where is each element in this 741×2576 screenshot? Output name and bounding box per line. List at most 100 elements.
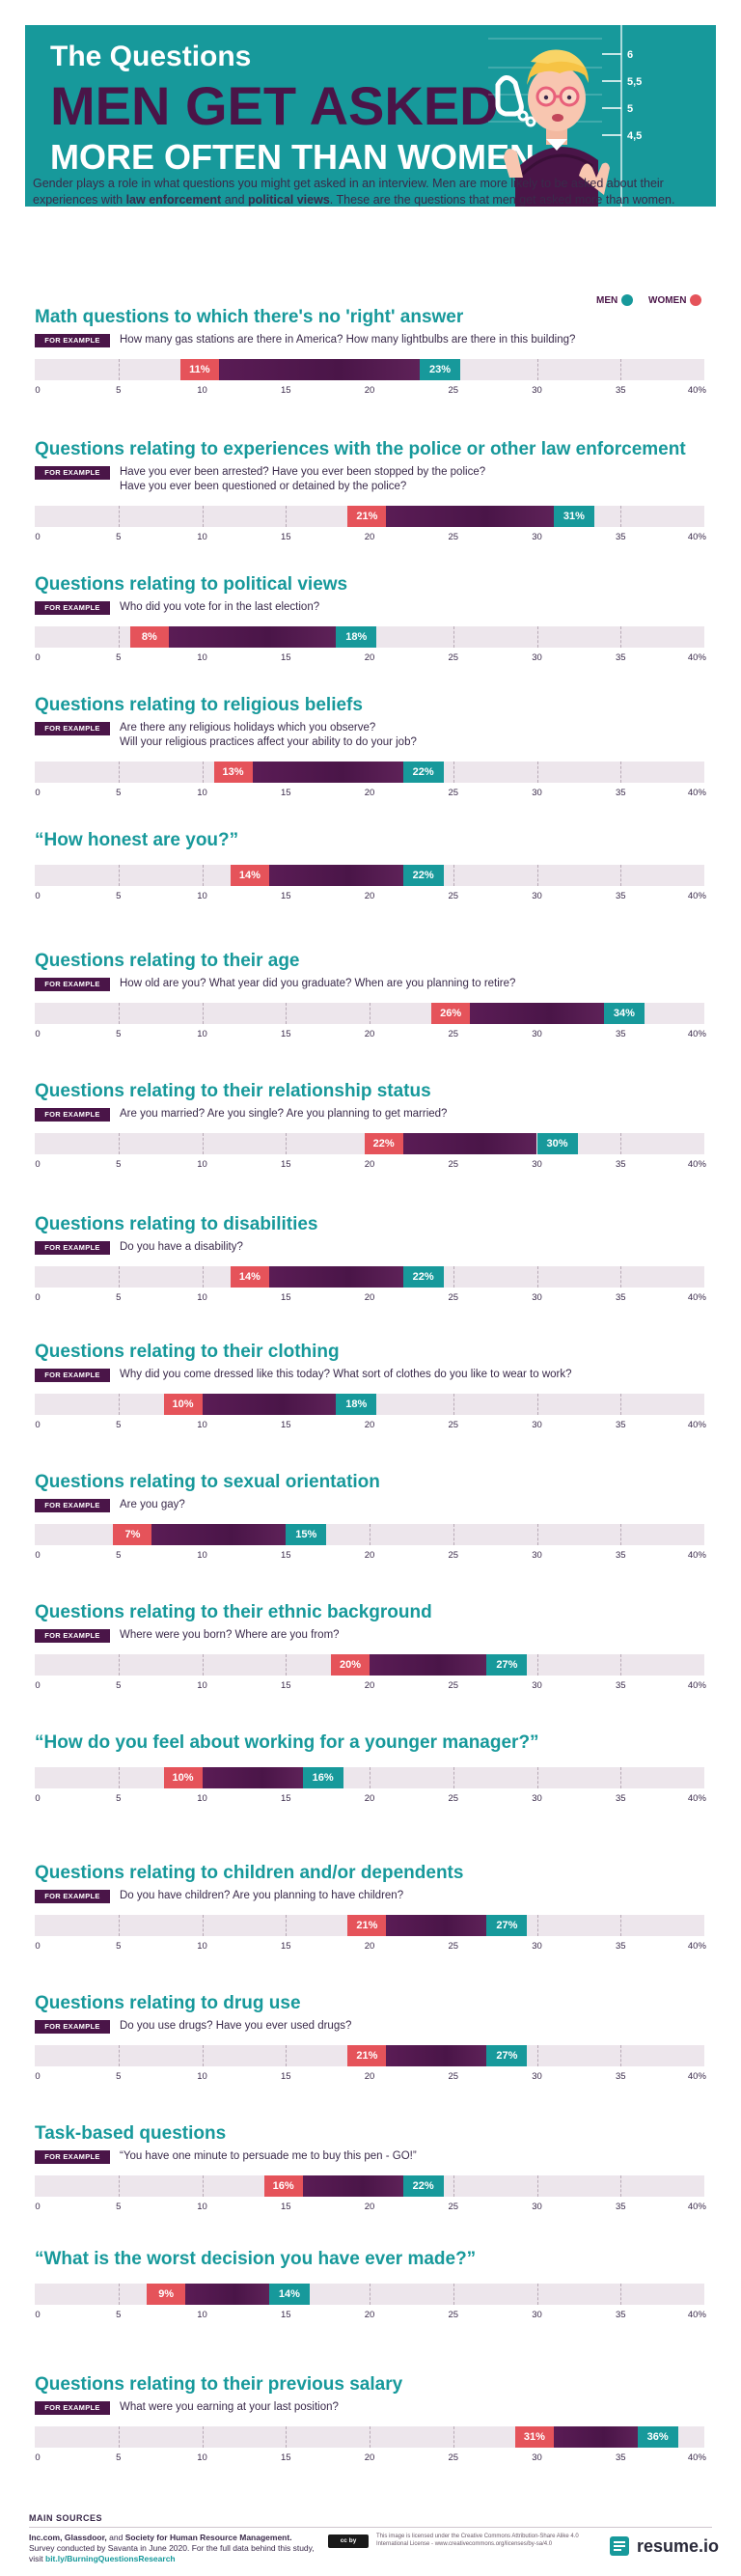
brand[interactable]: resume.io [608, 2534, 719, 2558]
gridline [118, 865, 120, 886]
example-question-text: Are you married? Are you single? Are you… [120, 1108, 448, 1120]
gridline [286, 1133, 288, 1154]
research-link[interactable]: bit.ly/BurningQuestionsResearch [45, 2554, 176, 2563]
gender-gap-range-bar [302, 2175, 403, 2197]
axis-tick-label: 10 [197, 1550, 207, 1561]
gender-gap-range-bar [268, 865, 403, 886]
question-title: Questions relating to sexual orientation [35, 1472, 380, 1492]
axis-tick-label: 5 [116, 2310, 122, 2320]
for-example-badge: FOR EXAMPLE [35, 334, 110, 347]
axis-tick-label: 40% [687, 788, 706, 798]
gridline [286, 1654, 288, 1676]
example-question-text: Will your religious practices affect you… [120, 736, 417, 748]
example-question-text: Have you ever been arrested? Have you ev… [120, 466, 486, 478]
gridline [620, 1524, 622, 1545]
axis-tick-label: 30 [532, 2071, 542, 2082]
gridline [620, 626, 622, 648]
gridline [118, 1394, 120, 1415]
axis-tick-label: 10 [197, 1292, 207, 1303]
example-question-text: Do you use drugs? Have you ever used dru… [120, 2020, 352, 2032]
gridline [118, 1654, 120, 1676]
gridline [453, 1266, 454, 1288]
axis-tick-label: 20 [364, 1292, 375, 1303]
axis-tick-label: 0 [35, 1550, 41, 1561]
question-section: “How honest are you?” 14% 22% 0 5 10 15 20 25 30 3… [35, 830, 710, 936]
for-example-badge: FOR EXAMPLE [35, 466, 110, 480]
for-example-badge: FOR EXAMPLE [35, 601, 110, 615]
intro-text-1: Gender plays a role in what questions yo… [33, 177, 664, 207]
axis-tick-label: 25 [448, 1550, 459, 1561]
gridline [118, 2045, 120, 2066]
men-value-label: 15% [286, 1524, 327, 1545]
men-value-label: 31% [553, 506, 594, 527]
axis-tick-label: 10 [197, 2071, 207, 2082]
axis-tick-label: 5 [116, 1680, 122, 1691]
axis-tick-label: 15 [280, 1680, 291, 1691]
gender-gap-range-bar [386, 1915, 487, 1936]
legend-women: WOMEN [648, 294, 702, 306]
axis-tick-label: 25 [448, 1029, 459, 1039]
gridline [620, 2284, 622, 2305]
axis-tick-label: 15 [280, 1292, 291, 1303]
women-value-label: 10% [163, 1394, 203, 1415]
axis-tick-label: 20 [364, 1793, 375, 1804]
axis-tick-label: 20 [364, 1159, 375, 1170]
gridline [453, 2284, 454, 2305]
gridline [118, 1767, 120, 1788]
for-example-badge: FOR EXAMPLE [35, 2401, 110, 2415]
axis-tick-label: 40% [687, 1793, 706, 1804]
axis-tick-label: 20 [364, 2310, 375, 2320]
height-label-5: 5 [627, 103, 633, 115]
axis-tick-label: 35 [615, 2452, 626, 2463]
axis-tick-label: 10 [197, 891, 207, 901]
question-title: Questions relating to their relationship… [35, 1081, 431, 1101]
question-title: Questions relating to disabilities [35, 1214, 318, 1234]
question-title: Questions relating to their age [35, 951, 300, 971]
axis-tick-label: 35 [615, 1793, 626, 1804]
women-value-label: 31% [514, 2426, 554, 2448]
axis-tick-label: 0 [35, 1941, 41, 1952]
question-section: Questions relating to their clothing FOR … [35, 1342, 710, 1448]
axis-tick-label: 15 [280, 788, 291, 798]
axis-tick-label: 15 [280, 1941, 291, 1952]
axis-tick-label: 35 [615, 1029, 626, 1039]
women-value-label: 21% [347, 2045, 387, 2066]
gridline [536, 1767, 538, 1788]
axis-tick-label: 40% [687, 532, 706, 542]
legend-women-swatch [690, 294, 702, 306]
axis-tick-label: 20 [364, 2071, 375, 2082]
axis-tick-label: 10 [197, 2202, 207, 2212]
sources-and: and [109, 2533, 125, 2542]
height-label-4-5: 4,5 [627, 130, 642, 142]
axis-tick-label: 20 [364, 788, 375, 798]
question-title: Questions relating to children and/or de… [35, 1863, 464, 1883]
axis-tick-label: 0 [35, 788, 41, 798]
gridline [620, 506, 622, 527]
sources-bold-1: Inc.com, Glassdoor, [29, 2533, 110, 2542]
axis-tick-label: 35 [615, 2202, 626, 2212]
axis-tick-label: 5 [116, 532, 122, 542]
for-example-badge: FOR EXAMPLE [35, 2150, 110, 2164]
axis-tick-label: 35 [615, 788, 626, 798]
legend-men-label: MEN [596, 294, 618, 306]
axis-tick-label: 15 [280, 532, 291, 542]
axis-tick-label: 5 [116, 2202, 122, 2212]
gridline [536, 626, 538, 648]
header-title-line3: MORE OFTEN THAN WOMEN [50, 137, 535, 177]
axis-tick-label: 15 [280, 1550, 291, 1561]
question-title: “How honest are you?” [35, 830, 239, 850]
gridline [620, 2175, 622, 2197]
gridline [286, 1003, 288, 1024]
men-value-label: 14% [268, 2284, 310, 2305]
axis-tick-label: 0 [35, 2202, 41, 2212]
for-example-badge: FOR EXAMPLE [35, 722, 110, 735]
question-section: Questions relating to sexual orientation… [35, 1472, 710, 1578]
axis-tick-label: 35 [615, 2071, 626, 2082]
axis-tick-label: 10 [197, 2310, 207, 2320]
gender-gap-range-bar [202, 1767, 303, 1788]
gridline [202, 2426, 204, 2448]
footer-divider [29, 2527, 712, 2528]
axis-tick-label: 25 [448, 385, 459, 396]
axis-tick-label: 35 [615, 1159, 626, 1170]
